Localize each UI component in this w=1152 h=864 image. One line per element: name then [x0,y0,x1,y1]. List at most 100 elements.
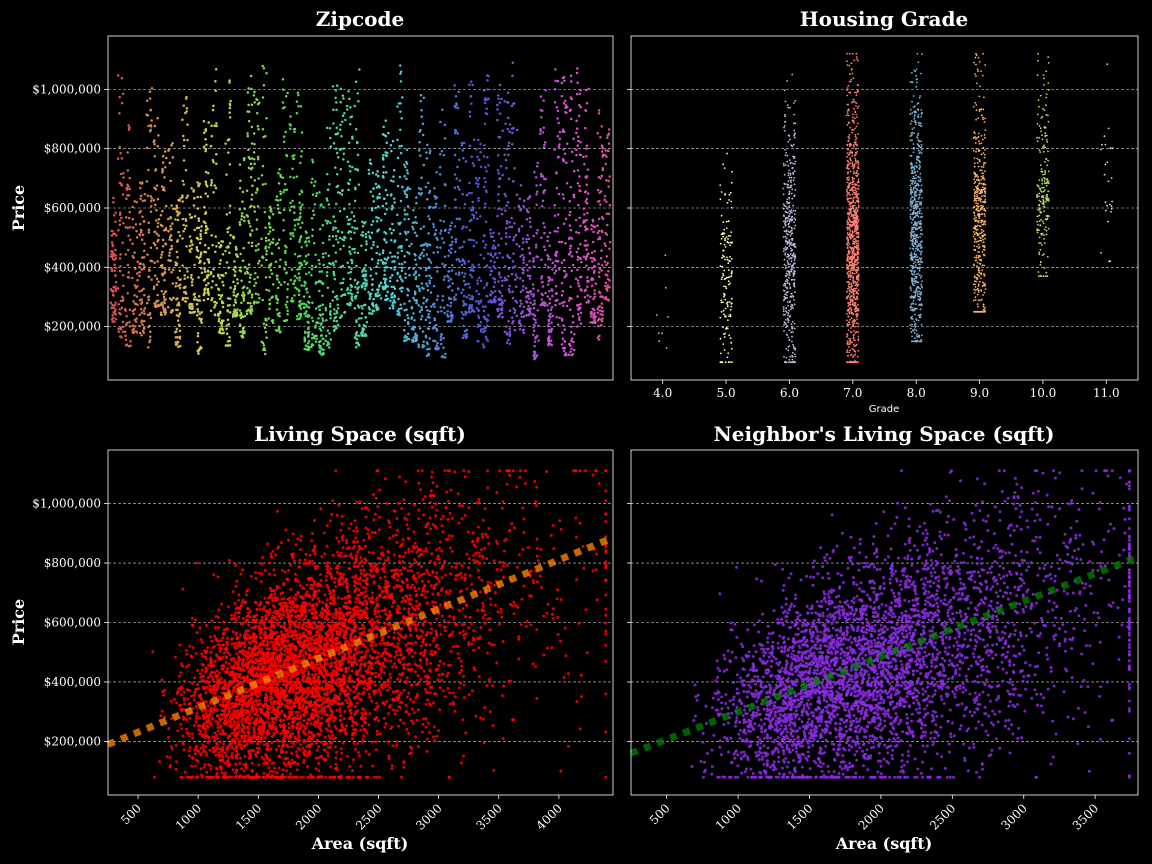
data-point [177,303,181,306]
data-point [161,167,164,171]
data-point [178,283,182,286]
data-point [297,218,301,222]
data-point [304,315,308,318]
data-point [847,178,849,181]
data-point [256,155,260,159]
data-point [791,73,794,76]
data-point [186,123,189,126]
data-point [500,208,503,211]
data-point [540,277,543,280]
data-point [396,272,399,276]
data-point [467,238,471,241]
data-point [723,336,726,338]
data-point [349,277,352,281]
data-point [153,143,156,146]
data-point [199,237,203,241]
data-point [124,330,127,333]
data-point [556,323,560,326]
data-point [429,261,433,264]
data-point [164,242,168,246]
data-point [556,109,560,113]
data-point [530,293,533,296]
data-point [147,228,151,232]
data-point [512,180,515,183]
data-point [490,235,493,239]
data-point [477,302,481,305]
data-point [723,167,726,170]
data-point [246,267,249,270]
data-point [460,311,464,314]
data-point [846,349,849,351]
data-point [247,110,251,113]
data-point [154,303,157,307]
data-point [228,81,231,84]
data-point [425,298,429,301]
data-point [152,241,156,245]
data-point [220,322,223,326]
data-point [419,267,423,270]
data-point [138,274,141,278]
data-point [169,248,172,251]
data-point [385,208,389,211]
data-point [167,229,170,233]
data-point [785,237,788,240]
data-point [217,293,221,297]
data-point [178,337,182,340]
data-point [505,278,509,282]
data-point [790,181,792,184]
data-point [789,253,792,255]
data-point [372,243,375,247]
data-point [546,309,550,312]
data-point [217,273,220,276]
data-point [468,181,471,185]
data-point [118,257,122,260]
data-point [376,174,380,178]
data-point [166,306,170,309]
data-point [360,244,363,247]
data-point [557,121,560,125]
data-point [449,251,453,254]
data-point [339,282,342,285]
data-point [570,347,573,351]
data-point [393,287,397,290]
data-point [314,282,317,285]
data-point [568,342,571,346]
data-point [353,247,356,251]
data-point [510,316,514,319]
data-point [425,274,428,278]
data-point [783,258,786,261]
data-point [724,298,727,301]
data-point [585,218,588,222]
data-point [786,200,788,203]
data-point [427,353,430,357]
data-point [281,78,285,81]
data-point [250,125,254,129]
data-point [497,97,500,100]
data-point [262,135,265,139]
data-point [357,100,360,103]
data-point [311,209,315,213]
data-point [389,251,392,254]
data-point [175,204,179,207]
data-point [721,256,723,259]
data-point [327,254,331,257]
data-point [264,182,267,186]
data-point [483,98,487,102]
data-point [855,94,858,96]
data-point [167,268,171,271]
data-point [202,220,206,223]
data-point [155,283,159,286]
data-point [564,217,568,221]
data-point [472,216,476,220]
data-point [555,106,559,109]
data-point [110,234,114,237]
data-point [453,186,457,189]
data-point [228,211,232,214]
data-point [470,80,473,84]
data-point [261,64,264,68]
data-point [284,95,288,98]
data-point [331,290,335,293]
data-point [225,324,229,327]
data-point [306,291,309,294]
data-point [403,302,406,306]
